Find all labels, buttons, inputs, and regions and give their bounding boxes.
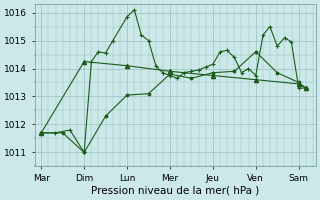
X-axis label: Pression niveau de la mer( hPa ): Pression niveau de la mer( hPa ): [91, 186, 260, 196]
